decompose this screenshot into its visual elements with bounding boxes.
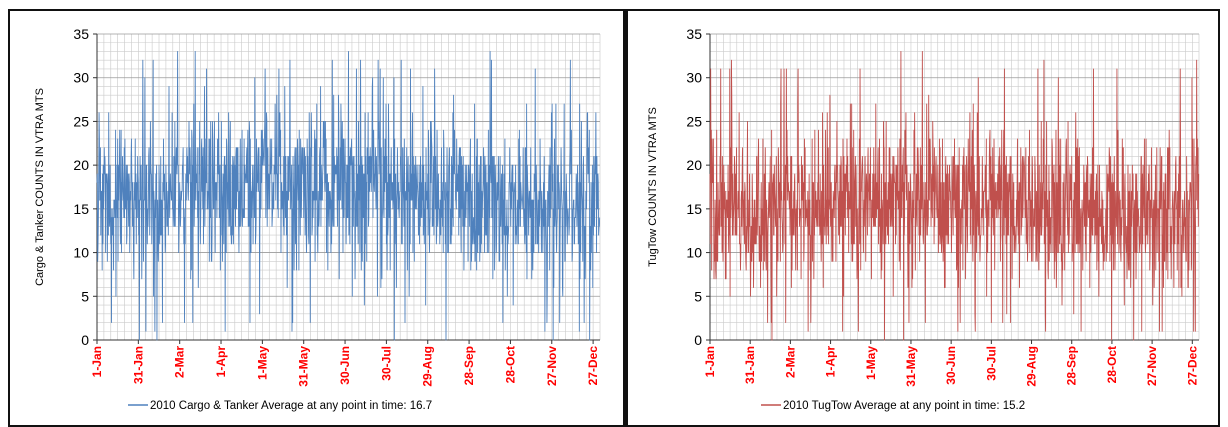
y-tick-label: 20: [73, 157, 89, 173]
x-tick-label: 28-Sep: [462, 346, 476, 385]
x-tick-label: 1-May: [864, 346, 878, 380]
x-tick-label: 28-Oct: [1105, 346, 1119, 383]
x-tick-label: 1-Jan: [703, 346, 717, 377]
x-tick-label: 30-Jul: [984, 346, 998, 381]
x-tick-label: 27-Nov: [545, 346, 559, 386]
x-tick-label: 1-May: [255, 346, 269, 380]
legend: 2010 Cargo & Tanker Average at any point…: [128, 400, 432, 412]
cargo-tanker-chart: 0 5 10 15 20 25 30 35 Cargo & Tanker COUNTS IN V…: [34, 26, 601, 412]
y-tick-label: 30: [686, 70, 702, 86]
x-tick-label: 1-Apr: [824, 346, 838, 378]
legend: 2010 TugTow Average at any point in time…: [761, 400, 1025, 412]
y-tick-label: 15: [686, 201, 702, 217]
x-tick-label: 27-Nov: [1145, 346, 1159, 386]
y-tick-label: 25: [73, 113, 89, 129]
x-tick-label: 2-Mar: [173, 346, 187, 378]
y-tick-label: 15: [73, 201, 89, 217]
y-tick-label: 10: [686, 245, 702, 261]
chart-panel-cargo-tanker: 0 5 10 15 20 25 30 35 Cargo & Tanker COUNTS IN V…: [8, 9, 625, 427]
y-tick-label: 35: [73, 26, 89, 42]
x-tick-label: 30-Jun: [338, 346, 352, 385]
y-axis-label: TugTow COUNTS IN VTRA MTS: [647, 107, 659, 267]
x-tick-label: 1-Apr: [214, 346, 228, 378]
x-tick-label: 29-Aug: [1025, 346, 1039, 387]
y-tick-label: 35: [686, 26, 702, 42]
y-tick-label: 10: [73, 245, 89, 261]
x-tick-label: 31-Jan: [131, 346, 145, 384]
series-line: [96, 51, 601, 341]
x-tick-label: 27-Dec: [1185, 346, 1199, 386]
series-line: [709, 51, 1200, 341]
y-tick-label: 20: [686, 157, 702, 173]
y-tick-label: 0: [694, 332, 702, 348]
x-tick-label: 28-Sep: [1065, 346, 1079, 385]
y-tick-label: 5: [694, 288, 702, 304]
x-tick-label: 31-May: [297, 346, 311, 387]
x-tick-label: 30-Jun: [944, 346, 958, 385]
x-tick-label: 31-May: [904, 346, 918, 387]
y-axis-label: Cargo & Tanker COUNTS IN VTRA MTS: [34, 88, 46, 286]
x-tick-label: 30-Jul: [379, 346, 393, 381]
x-tick-label: 31-Jan: [743, 346, 757, 384]
x-tick-label: 1-Jan: [90, 346, 104, 377]
y-tick-label: 25: [686, 113, 702, 129]
x-tick-label: 27-Dec: [586, 346, 600, 386]
x-tick-label: 29-Aug: [421, 346, 435, 387]
chart-panel-tugtow: 0 5 10 15 20 25 30 35 TugTow COUNTS IN VTRA MTS 1…: [625, 9, 1220, 427]
x-tick-label: 2-Mar: [783, 346, 797, 378]
y-tick-label: 0: [81, 332, 89, 348]
tugtow-chart: 0 5 10 15 20 25 30 35 TugTow COUNTS IN VTRA MTS 1…: [647, 26, 1200, 412]
legend-label: 2010 Cargo & Tanker Average at any point…: [150, 400, 432, 412]
legend-label: 2010 TugTow Average at any point in time…: [783, 400, 1025, 412]
y-tick-label: 5: [81, 288, 89, 304]
x-tick-label: 28-Oct: [503, 346, 517, 383]
y-tick-label: 30: [73, 70, 89, 86]
